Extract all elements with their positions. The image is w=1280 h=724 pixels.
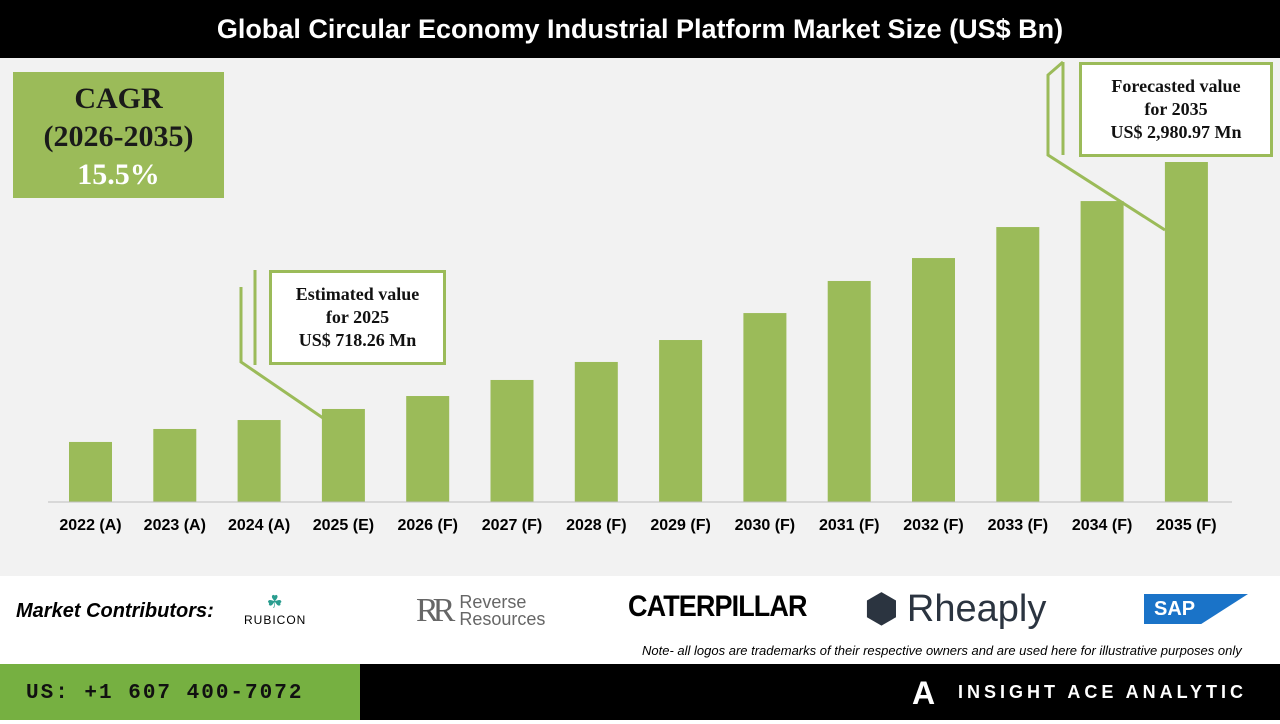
x-tick-label: 2028 (F): [566, 517, 626, 534]
x-tick-label: 2034 (F): [1072, 517, 1132, 534]
x-tick-label: 2024 (A): [228, 517, 290, 534]
bar-2028 (F): [574, 361, 618, 502]
insight-ace-logo-icon: A: [912, 675, 936, 711]
bar-2035 (F): [1164, 162, 1208, 502]
callout-text: for 2025: [325, 307, 390, 327]
brand-name: INSIGHT ACE ANALYTIC: [958, 682, 1248, 702]
bar-2032 (F): [912, 258, 955, 502]
footer: US: +1 607 400-7072 A INSIGHT ACE ANALYT…: [0, 664, 1280, 720]
callout-text: Estimated value: [295, 284, 420, 304]
x-tick-label: 2033 (F): [988, 517, 1048, 534]
callout-text: for 2035: [1144, 99, 1208, 119]
cagr-period: (2026-2035): [43, 120, 194, 153]
x-tick-label: 2025 (E): [313, 517, 374, 534]
x-tick-label: 2030 (F): [735, 517, 795, 534]
bar-2023 (A): [153, 428, 197, 502]
chart-title: Global Circular Economy Industrial Platf…: [0, 0, 1280, 58]
x-tick-label: 2032 (F): [903, 517, 963, 534]
sap-logo: SAP: [1144, 594, 1248, 624]
callout-value: US$ 2,980.97 Mn: [1110, 122, 1242, 142]
callout-value: US$ 718.26 Mn: [298, 330, 417, 350]
bar-2024 (A): [237, 420, 281, 502]
x-tick-label: 2029 (F): [650, 517, 710, 534]
caterpillar-logo: CATERPILLAR: [628, 590, 807, 623]
x-tick-label: 2026 (F): [397, 517, 457, 534]
bar-2025 (E): [321, 408, 365, 502]
rubicon-logo: ☘ RUBICON: [244, 592, 307, 627]
trademark-note: Note- all logos are trademarks of their …: [642, 643, 1242, 658]
cagr-value: 15.5%: [77, 158, 160, 191]
callout-text: Forecasted value: [1111, 76, 1241, 96]
bar-chart: 2022 (A) 2023 (A) 2024 (A) 2025 (E) 2026 (F)…: [48, 60, 1232, 534]
cagr-label: CAGR: [74, 82, 163, 115]
forecasted-leader-line: [1046, 60, 1166, 232]
estimated-callout: Estimated value for 2025 US$ 718.26 Mn: [269, 270, 446, 365]
x-tick-label: 2031 (F): [819, 517, 879, 534]
forecasted-callout: Forecasted value for 2035 US$ 2,980.97 M…: [1079, 62, 1273, 157]
estimated-leader-line: [239, 287, 324, 420]
bar-2034 (F): [1080, 201, 1124, 502]
bar-2029 (F): [659, 340, 703, 502]
bar-2026 (F): [406, 396, 450, 502]
bar-2033 (F): [996, 227, 1040, 502]
x-tick-label: 2035 (F): [1156, 517, 1216, 534]
contributors-section: Market Contributors: ☘ RUBICON RR Reverse …: [0, 576, 1280, 664]
bar-2030 (F): [743, 313, 787, 502]
bar-2022 (A): [69, 441, 112, 502]
contributors-label: Market Contributors:: [16, 600, 214, 622]
bar-2031 (F): [827, 280, 871, 502]
phone-number[interactable]: US: +1 607 400-7072: [0, 664, 360, 720]
reverse-resources-logo: RR Reverse Resources: [416, 592, 546, 629]
x-tick-label: 2022 (A): [59, 517, 121, 534]
cagr-box: CAGR (2026-2035) 15.5%: [13, 72, 224, 198]
x-tick-label: 2023 (A): [144, 517, 206, 534]
bar-2027 (F): [490, 379, 534, 502]
rheaply-logo: ⬢ Rheaply: [864, 587, 1047, 631]
x-tick-label: 2027 (F): [482, 517, 542, 534]
